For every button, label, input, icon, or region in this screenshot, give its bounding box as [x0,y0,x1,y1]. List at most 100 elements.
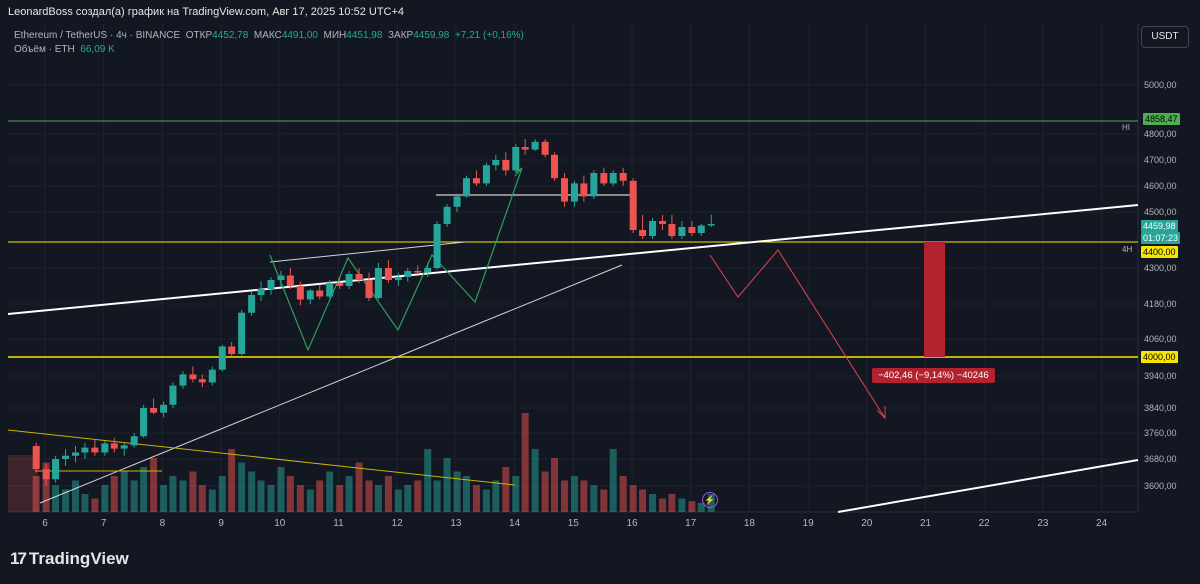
open-value: 4452,78 [212,30,249,41]
time-tick-label: 12 [392,518,404,529]
attribution-text: LeonardBoss создал(а) график на TradingV… [8,6,405,18]
candles [32,139,715,486]
volume-bar [424,449,432,512]
candle-body [639,230,647,236]
volume-bar [277,467,285,512]
volume-bar [492,480,500,512]
candle-body [355,274,363,280]
candle-body [394,277,402,280]
volume-histogram [32,413,715,512]
price-tick-label: 3940,00 [1144,371,1177,381]
candle-body [257,289,265,295]
price-tick-label: 3600,00 [1144,481,1177,491]
price-tick-label: 5000,00 [1144,80,1177,90]
candle-body [697,225,705,233]
volume-bar [32,476,40,512]
time-tick-label: 9 [218,518,224,529]
candle-body [208,369,216,383]
candle-body [414,271,422,273]
volume-bar [355,462,363,512]
candle-body [238,312,246,354]
time-tick-label: 19 [803,518,815,529]
time-tick-label: 16 [626,518,638,529]
volume-bar [414,480,422,512]
volume-bar [345,476,353,512]
candle-body [228,346,236,354]
volume-bar [208,489,216,512]
lightning-icon[interactable]: ⚡ [702,492,718,508]
time-tick-label: 24 [1096,518,1108,529]
volume-bar [570,476,578,512]
volume-bar [140,467,148,512]
level-4000-tag: 4000,00 [1141,351,1178,363]
candle-body [140,408,148,437]
volume-bar [374,485,382,512]
time-tick-label: 11 [333,518,344,529]
level-4400-timeframe: 4H [1122,245,1133,254]
volume-bar [678,498,686,512]
time-tick-label: 8 [160,518,166,529]
candle-body [179,374,187,386]
candle-body [668,224,676,236]
volume-bar [668,494,676,512]
volume-bar [688,501,696,512]
volume-bar [433,480,441,512]
candle-body [482,165,490,184]
attribution-bar: LeonardBoss создал(а) график на TradingV… [0,0,1200,24]
time-tick-label: 23 [1037,518,1049,529]
candle-body [198,379,206,383]
candle-body [551,154,559,179]
volume-bar [169,476,177,512]
time-tick-label: 21 [920,518,932,529]
volume-bar [394,489,402,512]
volume-bar [629,485,637,512]
candle-body [453,196,461,207]
hi-label: HI [1122,123,1130,132]
low-value: 4451,98 [346,30,383,41]
symbol-info: Ethereum / TetherUS · 4ч · BINANCE ОТКР4… [14,30,524,41]
volume-bar [218,476,226,512]
volume-bar [336,485,344,512]
volume-bar [462,476,470,512]
time-tick-label: 13 [450,518,462,529]
time-axis: 6 7 8 9 10 11 12 13 14 15 16 17 18 19 20 21 22 23 24 [42,518,1107,529]
candle-body [110,443,118,449]
high-label: МАКС [253,30,282,41]
time-tick-label: 18 [744,518,756,529]
candle-body [492,160,500,166]
volume-bar [619,476,627,512]
volume-bar [120,471,128,512]
candle-body [277,275,285,280]
volume-bar [512,476,520,512]
volume-bar [286,476,294,512]
tradingview-logo: 17 TradingView [10,549,129,569]
volume-bar [560,480,568,512]
candle-body [521,147,529,150]
time-tick-label: 10 [274,518,286,529]
brand-name: TradingView [28,549,129,568]
candle-body [404,271,412,277]
volume-bar [81,494,89,512]
volume-bar [443,458,451,512]
candle-body [502,160,510,171]
candle-body [424,268,432,273]
wedge-line [269,241,466,263]
currency-button[interactable]: USDT [1141,26,1189,48]
candle-body [472,178,480,184]
price-axis: 5000,00 4800,00 4700,00 4600,00 4500,00 4300,… [1144,80,1177,491]
time-tick-label: 22 [979,518,991,529]
volume-bar [600,489,608,512]
change-value: +7,21 (+0,16%) [454,30,524,41]
close-value: 4459,98 [413,30,450,41]
candle-body [678,227,686,236]
current-price-tag: 4459,98 [1141,220,1178,232]
volume-bar [316,480,324,512]
price-tick-label: 4700,00 [1144,155,1177,165]
candle-body [688,227,696,233]
volume-bar [248,471,256,512]
volume-bar [482,489,490,512]
level-4400-tag: 4400,00 [1141,246,1178,258]
volume-bar [179,480,187,512]
candle-body [326,283,334,297]
